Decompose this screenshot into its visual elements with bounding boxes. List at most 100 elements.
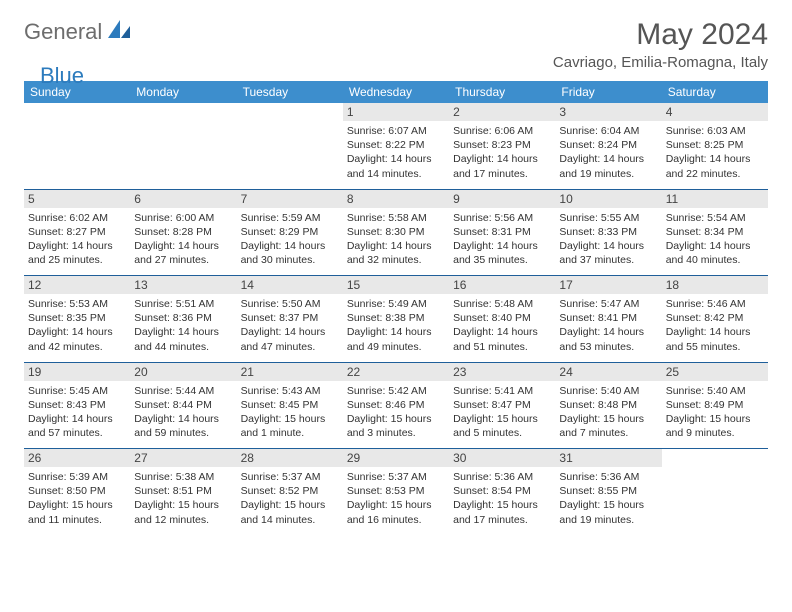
sunrise-text: Sunrise: 5:58 AM: [347, 212, 427, 224]
daylight-text: Daylight: 15 hours and 5 minutes.: [453, 413, 538, 439]
sunrise-text: Sunrise: 6:04 AM: [559, 125, 639, 137]
sunset-text: Sunset: 8:22 PM: [347, 139, 425, 151]
sunrise-text: Sunrise: 5:55 AM: [559, 212, 639, 224]
sunset-text: Sunset: 8:54 PM: [453, 485, 531, 497]
calendar-day: 31 Sunrise: 5:36 AM Sunset: 8:55 PM Dayligh…: [555, 449, 661, 535]
calendar-day: [237, 103, 343, 189]
daylight-text: Daylight: 15 hours and 9 minutes.: [666, 413, 751, 439]
sunrise-text: Sunrise: 5:50 AM: [241, 298, 321, 310]
day-number: 28: [237, 449, 343, 467]
calendar-day: 17Sunrise: 5:47 AMSunset: 8:41 PMDayligh…: [555, 276, 661, 362]
sunrise-text: Sunrise: 5:40 AM: [559, 385, 639, 397]
sunset-text: Sunset: 8:49 PM: [666, 399, 744, 411]
calendar-week: 19 Sunrise: 5:45 AM Sunset: 8:43 PM Dayligh…: [24, 363, 768, 449]
calendar-day: 1Sunrise: 6:07 AMSunset: 8:22 PMDaylight…: [343, 103, 449, 189]
sunrise-text: Sunrise: 5:54 AM: [666, 212, 746, 224]
calendar-day: 2Sunrise: 6:06 AMSunset: 8:23 PMDaylight…: [449, 103, 555, 189]
calendar-day: 20Sunrise: 5:44 AMSunset: 8:44 PMDayligh…: [130, 363, 236, 449]
calendar-day: 6 Sunrise: 6:00 AMSunset: 8:28 PMDaylight…: [130, 190, 236, 276]
calendar-day: 7Sunrise: 5:59 AMSunset: 8:29 PMDaylight…: [237, 190, 343, 276]
calendar-day: 29Sunrise: 5:37 AMSunset: 8:53 PMDayligh…: [343, 449, 449, 535]
day-number: 13: [130, 276, 236, 294]
daylight-text: Daylight: 14 hours and 37 minutes.: [559, 240, 644, 266]
sunrise-text: Sunrise: 5:49 AM: [347, 298, 427, 310]
day-number: 23: [449, 363, 555, 381]
calendar-day: 9Sunrise: 5:56 AMSunset: 8:31 PMDaylight…: [449, 190, 555, 276]
daylight-text: Daylight: 14 hours and 35 minutes.: [453, 240, 538, 266]
calendar-day: 18 Sunrise: 5:46 AMSunset: 8:42 PMDayligh…: [662, 276, 768, 362]
calendar-day: 13Sunrise: 5:51 AMSunset: 8:36 PMDayligh…: [130, 276, 236, 362]
day-details: Sunrise: 5:46 AMSunset: 8:42 PMDaylight:…: [666, 297, 764, 354]
daylight-text: Daylight: 14 hours and 25 minutes.: [28, 240, 113, 266]
day-number: 15: [343, 276, 449, 294]
day-number: 12: [24, 276, 130, 294]
calendar-day: 24Sunrise: 5:40 AMSunset: 8:48 PMDayligh…: [555, 363, 661, 449]
sunset-text: Sunset: 8:48 PM: [559, 399, 637, 411]
daylight-text: Daylight: 15 hours and 1 minute.: [241, 413, 326, 439]
sunset-text: Sunset: 8:51 PM: [134, 485, 212, 497]
daylight-text: Daylight: 14 hours and 59 minutes.: [134, 413, 219, 439]
sunset-text: Sunset: 8:23 PM: [453, 139, 531, 151]
sunrise-text: Sunrise: 5:47 AM: [559, 298, 639, 310]
day-details: Sunrise: 5:50 AMSunset: 8:37 PMDaylight:…: [241, 297, 339, 354]
day-number: 11: [662, 190, 768, 208]
daylight-text: Daylight: 14 hours and 22 minutes.: [666, 153, 751, 179]
location-subtitle: Cavriago, Emilia-Romagna, Italy: [553, 54, 768, 71]
daylight-text: Daylight: 15 hours and 3 minutes.: [347, 413, 432, 439]
day-number: 1: [343, 103, 449, 121]
sunrise-text: Sunrise: 5:43 AM: [241, 385, 321, 397]
sunset-text: Sunset: 8:31 PM: [453, 226, 531, 238]
sunset-text: Sunset: 8:53 PM: [347, 485, 425, 497]
calendar-day: [24, 103, 130, 189]
sunset-text: Sunset: 8:27 PM: [28, 226, 106, 238]
daylight-text: Daylight: 15 hours and 19 minutes.: [559, 499, 644, 525]
day-number: 6: [130, 190, 236, 208]
day-number: 18: [662, 276, 768, 294]
day-number: 14: [237, 276, 343, 294]
day-number: 22: [343, 363, 449, 381]
day-details: Sunrise: 5:40 AMSunset: 8:48 PMDaylight:…: [559, 384, 657, 441]
title-block: May 2024 Cavriago, Emilia-Romagna, Italy: [553, 18, 768, 71]
sunset-text: Sunset: 8:46 PM: [347, 399, 425, 411]
sunrise-text: Sunrise: 5:37 AM: [347, 471, 427, 483]
calendar-table: SundayMondayTuesdayWednesdayThursdayFrid…: [24, 81, 768, 535]
brand-logo: General: [24, 18, 134, 45]
sunrise-text: Sunrise: 5:56 AM: [453, 212, 533, 224]
calendar-day: 21Sunrise: 5:43 AMSunset: 8:45 PMDayligh…: [237, 363, 343, 449]
day-number: 31: [555, 449, 661, 467]
day-number: 19: [24, 363, 130, 381]
sunrise-text: Sunrise: 5:36 AM: [559, 471, 639, 483]
calendar-day: [662, 449, 768, 535]
sunrise-text: Sunrise: 5:40 AM: [666, 385, 746, 397]
sunrise-text: Sunrise: 5:45 AM: [28, 385, 108, 397]
sunset-text: Sunset: 8:43 PM: [28, 399, 106, 411]
day-details: Sunrise: 5:43 AMSunset: 8:45 PMDaylight:…: [241, 384, 339, 441]
sunrise-text: Sunrise: 5:51 AM: [134, 298, 214, 310]
daylight-text: Daylight: 14 hours and 32 minutes.: [347, 240, 432, 266]
day-details: Sunrise: 5:41 AMSunset: 8:47 PMDaylight:…: [453, 384, 551, 441]
sunset-text: Sunset: 8:38 PM: [347, 312, 425, 324]
month-title: May 2024: [553, 18, 768, 52]
sunrise-text: Sunrise: 6:03 AM: [666, 125, 746, 137]
calendar-day: 26Sunrise: 5:39 AMSunset: 8:50 PMDayligh…: [24, 449, 130, 535]
sunrise-text: Sunrise: 5:37 AM: [241, 471, 321, 483]
sunset-text: Sunset: 8:42 PM: [666, 312, 744, 324]
day-number: 4: [662, 103, 768, 121]
sunset-text: Sunset: 8:34 PM: [666, 226, 744, 238]
sunset-text: Sunset: 8:33 PM: [559, 226, 637, 238]
day-number: 27: [130, 449, 236, 467]
day-details: Sunrise: 6:00 AMSunset: 8:28 PMDaylight:…: [134, 211, 232, 268]
day-number: 25: [662, 363, 768, 381]
day-details: Sunrise: 5:48 AMSunset: 8:40 PMDaylight:…: [453, 297, 551, 354]
sunset-text: Sunset: 8:47 PM: [453, 399, 531, 411]
daylight-text: Daylight: 14 hours and 55 minutes.: [666, 326, 751, 352]
daylight-text: Daylight: 14 hours and 44 minutes.: [134, 326, 219, 352]
calendar-day: 16Sunrise: 5:48 AMSunset: 8:40 PMDayligh…: [449, 276, 555, 362]
daylight-text: Daylight: 14 hours and 40 minutes.: [666, 240, 751, 266]
day-number: 30: [449, 449, 555, 467]
daylight-text: Daylight: 14 hours and 49 minutes.: [347, 326, 432, 352]
sunset-text: Sunset: 8:55 PM: [559, 485, 637, 497]
daylight-text: Daylight: 15 hours and 11 minutes.: [28, 499, 113, 525]
calendar-day: 12Sunrise: 5:53 AMSunset: 8:35 PMDayligh…: [24, 276, 130, 362]
day-number: 17: [555, 276, 661, 294]
